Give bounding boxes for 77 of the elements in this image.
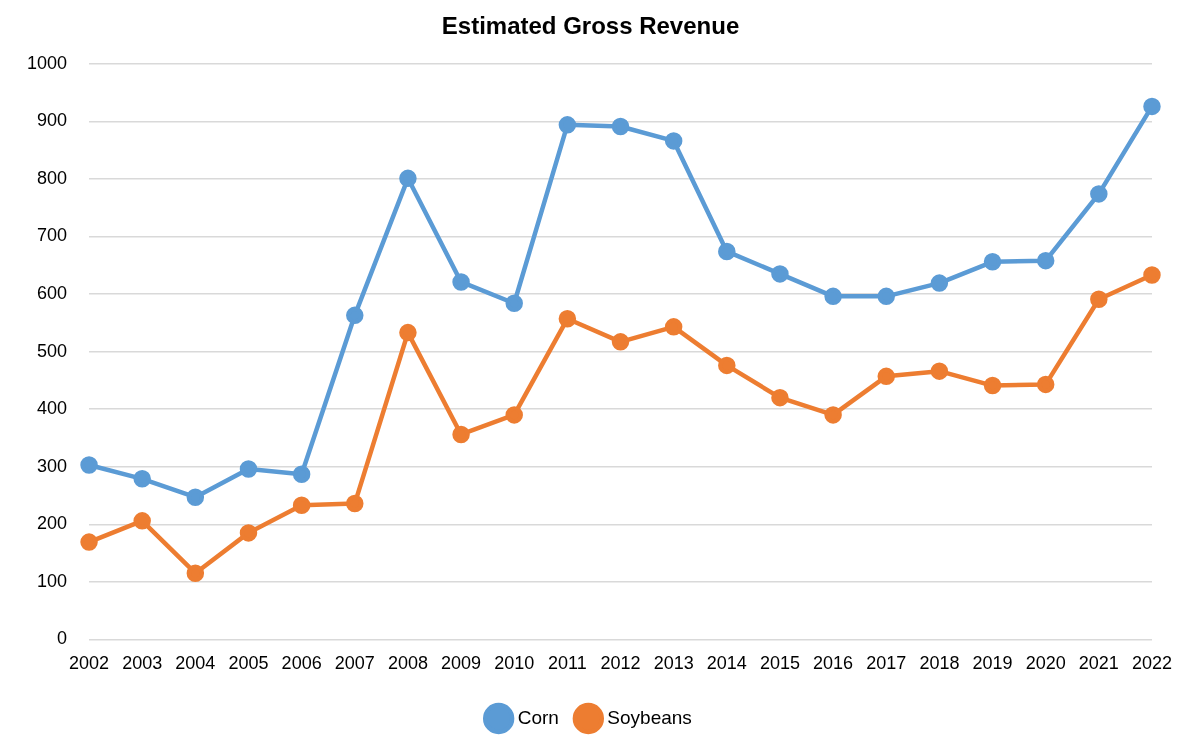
x-tick-label: 2008 (387, 653, 428, 674)
point (611, 333, 630, 351)
point (1143, 266, 1161, 284)
point (80, 456, 98, 474)
point (399, 323, 417, 342)
point (558, 310, 577, 328)
point (399, 169, 417, 188)
x-tick-label: 2013 (653, 653, 694, 674)
y-tick-label: 100 (37, 570, 68, 591)
point (824, 287, 842, 306)
point (718, 356, 736, 375)
point (186, 488, 205, 506)
point (1036, 375, 1055, 394)
point (133, 470, 151, 488)
point (1036, 251, 1055, 270)
point (1143, 97, 1161, 116)
x-tick-label: 2012 (600, 653, 641, 674)
x-tick-label: 2005 (228, 653, 269, 674)
x-tick-label: 2010 (494, 653, 535, 674)
point (664, 132, 683, 150)
legend-label: Soybeans (607, 706, 692, 728)
y-tick-label: 900 (37, 110, 68, 131)
point (346, 306, 364, 325)
x-tick-label: 2015 (759, 653, 800, 674)
x-tick-label: 2018 (919, 653, 960, 674)
x-tick-label: 2016 (813, 653, 854, 674)
point (771, 265, 789, 283)
point (452, 273, 470, 291)
x-tick-label: 2011 (548, 653, 587, 674)
y-tick-label: 200 (37, 513, 68, 534)
point (930, 362, 949, 380)
point (824, 406, 842, 424)
y-tick-label: 300 (37, 455, 68, 476)
point (1090, 185, 1108, 203)
y-tick-label: 400 (37, 398, 68, 419)
x-tick-label: 2006 (281, 653, 322, 674)
x-tick-label: 2009 (441, 653, 482, 674)
point (771, 388, 789, 407)
legend-label: Corn (517, 706, 559, 728)
x-tick-label: 2002 (69, 653, 110, 674)
point (505, 294, 523, 312)
y-tick-label: 0 (57, 628, 68, 649)
x-tick-label: 2020 (1025, 653, 1066, 674)
x-tick-label: 2014 (706, 653, 747, 674)
point (558, 116, 577, 134)
point (452, 425, 470, 444)
x-tick-label: 2022 (1131, 653, 1172, 674)
point (877, 287, 895, 306)
point (1090, 290, 1108, 308)
point (983, 253, 1002, 271)
y-tick-label: 800 (37, 167, 68, 188)
point (133, 512, 151, 530)
point (239, 460, 258, 478)
point (930, 274, 949, 292)
point (505, 406, 523, 424)
x-tick-label: 2021 (1078, 653, 1119, 674)
point (877, 367, 895, 386)
point (80, 533, 98, 551)
point (239, 524, 258, 542)
point (611, 117, 630, 136)
y-tick-label: 700 (37, 225, 68, 246)
point (186, 564, 205, 582)
point (292, 496, 311, 515)
y-tick-label: 500 (37, 340, 68, 361)
x-tick-label: 2019 (972, 653, 1013, 674)
x-tick-label: 2003 (122, 653, 163, 674)
point (718, 242, 736, 261)
point (983, 376, 1002, 395)
x-tick-label: 2017 (866, 653, 907, 674)
point (346, 494, 364, 513)
point (664, 318, 683, 336)
x-tick-label: 2007 (334, 653, 375, 674)
chart-title: Estimated Gross Revenue (441, 12, 740, 40)
point (292, 465, 311, 483)
y-tick-label: 600 (37, 283, 68, 304)
y-tick-label: 1000 (27, 52, 68, 73)
x-tick-label: 2004 (175, 653, 216, 674)
